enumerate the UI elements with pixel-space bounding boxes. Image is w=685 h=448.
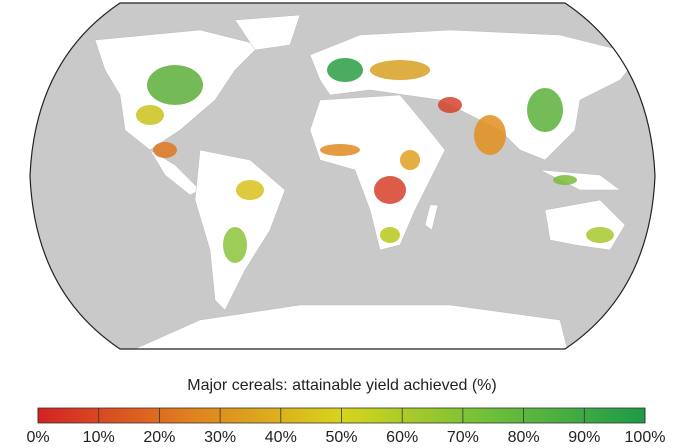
colorbar-title: Major cereals: attainable yield achieved…	[187, 377, 496, 394]
colorbar-tick-label: 0%	[26, 429, 49, 446]
colorbar-tick-label: 50%	[325, 429, 357, 446]
map-outline	[29, 2, 656, 350]
colorbar-tick-label: 80%	[508, 429, 540, 446]
colorbar-tick-label: 30%	[204, 429, 236, 446]
land	[94, 14, 641, 349]
colorbar-tick-label: 40%	[265, 429, 297, 446]
colorbar-tick-label: 100%	[625, 429, 666, 446]
colorbar-tick-label: 70%	[447, 429, 479, 446]
yield-patches	[136, 58, 614, 263]
colorbar-tick-label: 10%	[83, 429, 115, 446]
colorbar-tick-label: 90%	[568, 429, 600, 446]
world-map	[29, 2, 656, 350]
colorbar-tick-label: 20%	[143, 429, 175, 446]
colorbar-tick-label: 60%	[386, 429, 418, 446]
